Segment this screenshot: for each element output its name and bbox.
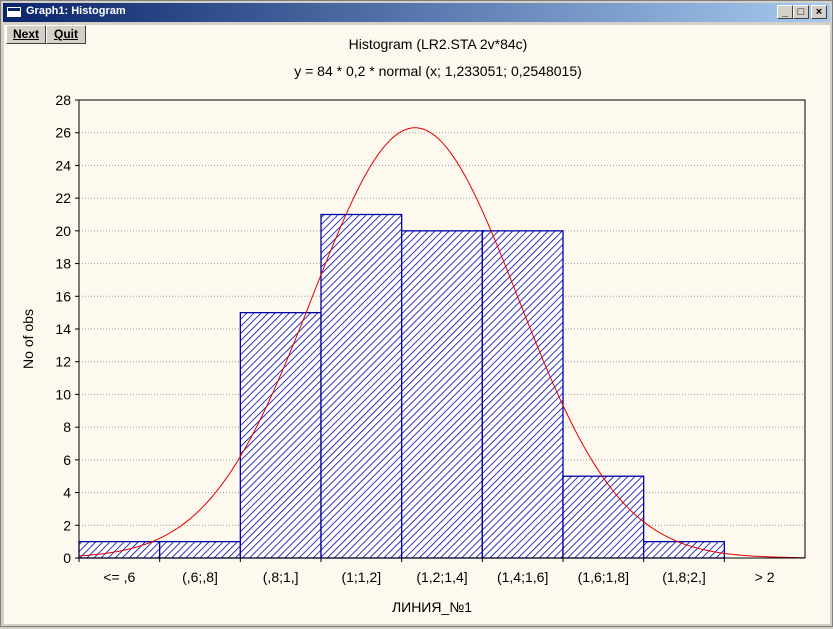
x-tick-label: (,6;,8] xyxy=(182,569,218,585)
next-button[interactable]: Next xyxy=(6,25,46,44)
histogram-bar xyxy=(562,475,645,559)
y-tick-label: 6 xyxy=(63,452,71,468)
y-tick-label: 22 xyxy=(55,190,71,206)
y-tick-label: 20 xyxy=(55,223,71,239)
y-axis-label: No of obs xyxy=(20,309,36,369)
title-bar[interactable]: Graph1: Histogram _ □ × xyxy=(3,3,830,22)
chart-title: Histogram (LR2.STA 2v*84c) xyxy=(349,36,528,52)
y-tick-label: 0 xyxy=(63,550,71,566)
window-title: Graph1: Histogram xyxy=(26,5,126,17)
histogram-bar xyxy=(401,230,483,559)
y-tick-label: 24 xyxy=(55,157,71,173)
close-icon[interactable]: × xyxy=(811,5,827,19)
x-axis: <= ,6 (,6;,8] (,8;1,] (1;1,2] (1,2;1,4] (1,4;… xyxy=(78,558,775,585)
histogram-bar xyxy=(239,311,322,559)
x-tick-label: (,8;1,] xyxy=(263,569,299,585)
normal-curve xyxy=(78,127,805,559)
histogram-bar xyxy=(159,540,241,559)
x-tick-label: (1,8;2,] xyxy=(662,569,706,585)
chart-canvas: Histogram (LR2.STA 2v*84c) y = 84 * 0,2 … xyxy=(4,25,830,624)
y-tick-label: 14 xyxy=(55,321,71,337)
histogram-bar xyxy=(481,230,564,559)
window-app-icon xyxy=(6,6,22,18)
chart-subtitle: y = 84 * 0,2 * normal (x; 1,233051; 0,25… xyxy=(294,63,582,79)
x-tick-label: (1,2;1,4] xyxy=(416,569,467,585)
y-tick-label: 18 xyxy=(55,256,71,272)
bars xyxy=(78,213,725,559)
y-tick-label: 10 xyxy=(55,386,71,402)
histogram-bar xyxy=(78,540,161,559)
x-tick-label: (1;1,2] xyxy=(341,569,381,585)
y-tick-label: 26 xyxy=(55,125,71,141)
x-tick-label: (1,4;1,6] xyxy=(497,569,548,585)
quit-button[interactable]: Quit xyxy=(46,25,86,44)
y-tick-label: 28 xyxy=(55,92,71,108)
x-tick-label: (1,6;1,8] xyxy=(578,569,629,585)
histogram-bar xyxy=(320,213,403,559)
y-tick-label: 4 xyxy=(63,485,71,501)
y-tick-label: 2 xyxy=(63,517,71,533)
x-axis-label: ЛИНИЯ_№1 xyxy=(392,599,472,615)
y-tick-label: 16 xyxy=(55,288,71,304)
x-tick-label: <= ,6 xyxy=(103,569,135,585)
maximize-icon[interactable]: □ xyxy=(793,5,809,19)
histogram-chart: Histogram (LR2.STA 2v*84c) y = 84 * 0,2 … xyxy=(20,36,806,615)
x-tick-label: > 2 xyxy=(755,569,775,585)
y-tick-label: 8 xyxy=(63,419,71,435)
y-tick-label: 12 xyxy=(55,354,71,370)
minimize-icon[interactable]: _ xyxy=(777,5,793,19)
